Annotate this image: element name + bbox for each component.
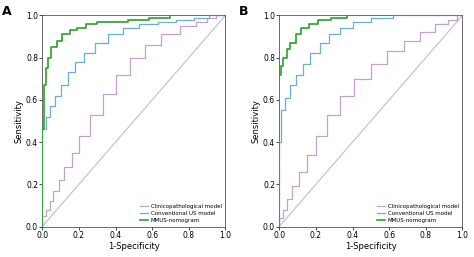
Text: B: B <box>239 5 248 18</box>
Legend: Clinicopathological model, Conventional US model, MMUS-nomogram: Clinicopathological model, Conventional … <box>376 203 460 224</box>
Y-axis label: Sensitivity: Sensitivity <box>14 99 23 143</box>
X-axis label: 1-Specificity: 1-Specificity <box>345 242 397 251</box>
X-axis label: 1-Specificity: 1-Specificity <box>108 242 160 251</box>
Legend: Clinicopathological model, Conventional US model, MMUS-nomogram: Clinicopathological model, Conventional … <box>139 203 223 224</box>
Text: A: A <box>2 5 12 18</box>
Y-axis label: Sensitivity: Sensitivity <box>251 99 260 143</box>
